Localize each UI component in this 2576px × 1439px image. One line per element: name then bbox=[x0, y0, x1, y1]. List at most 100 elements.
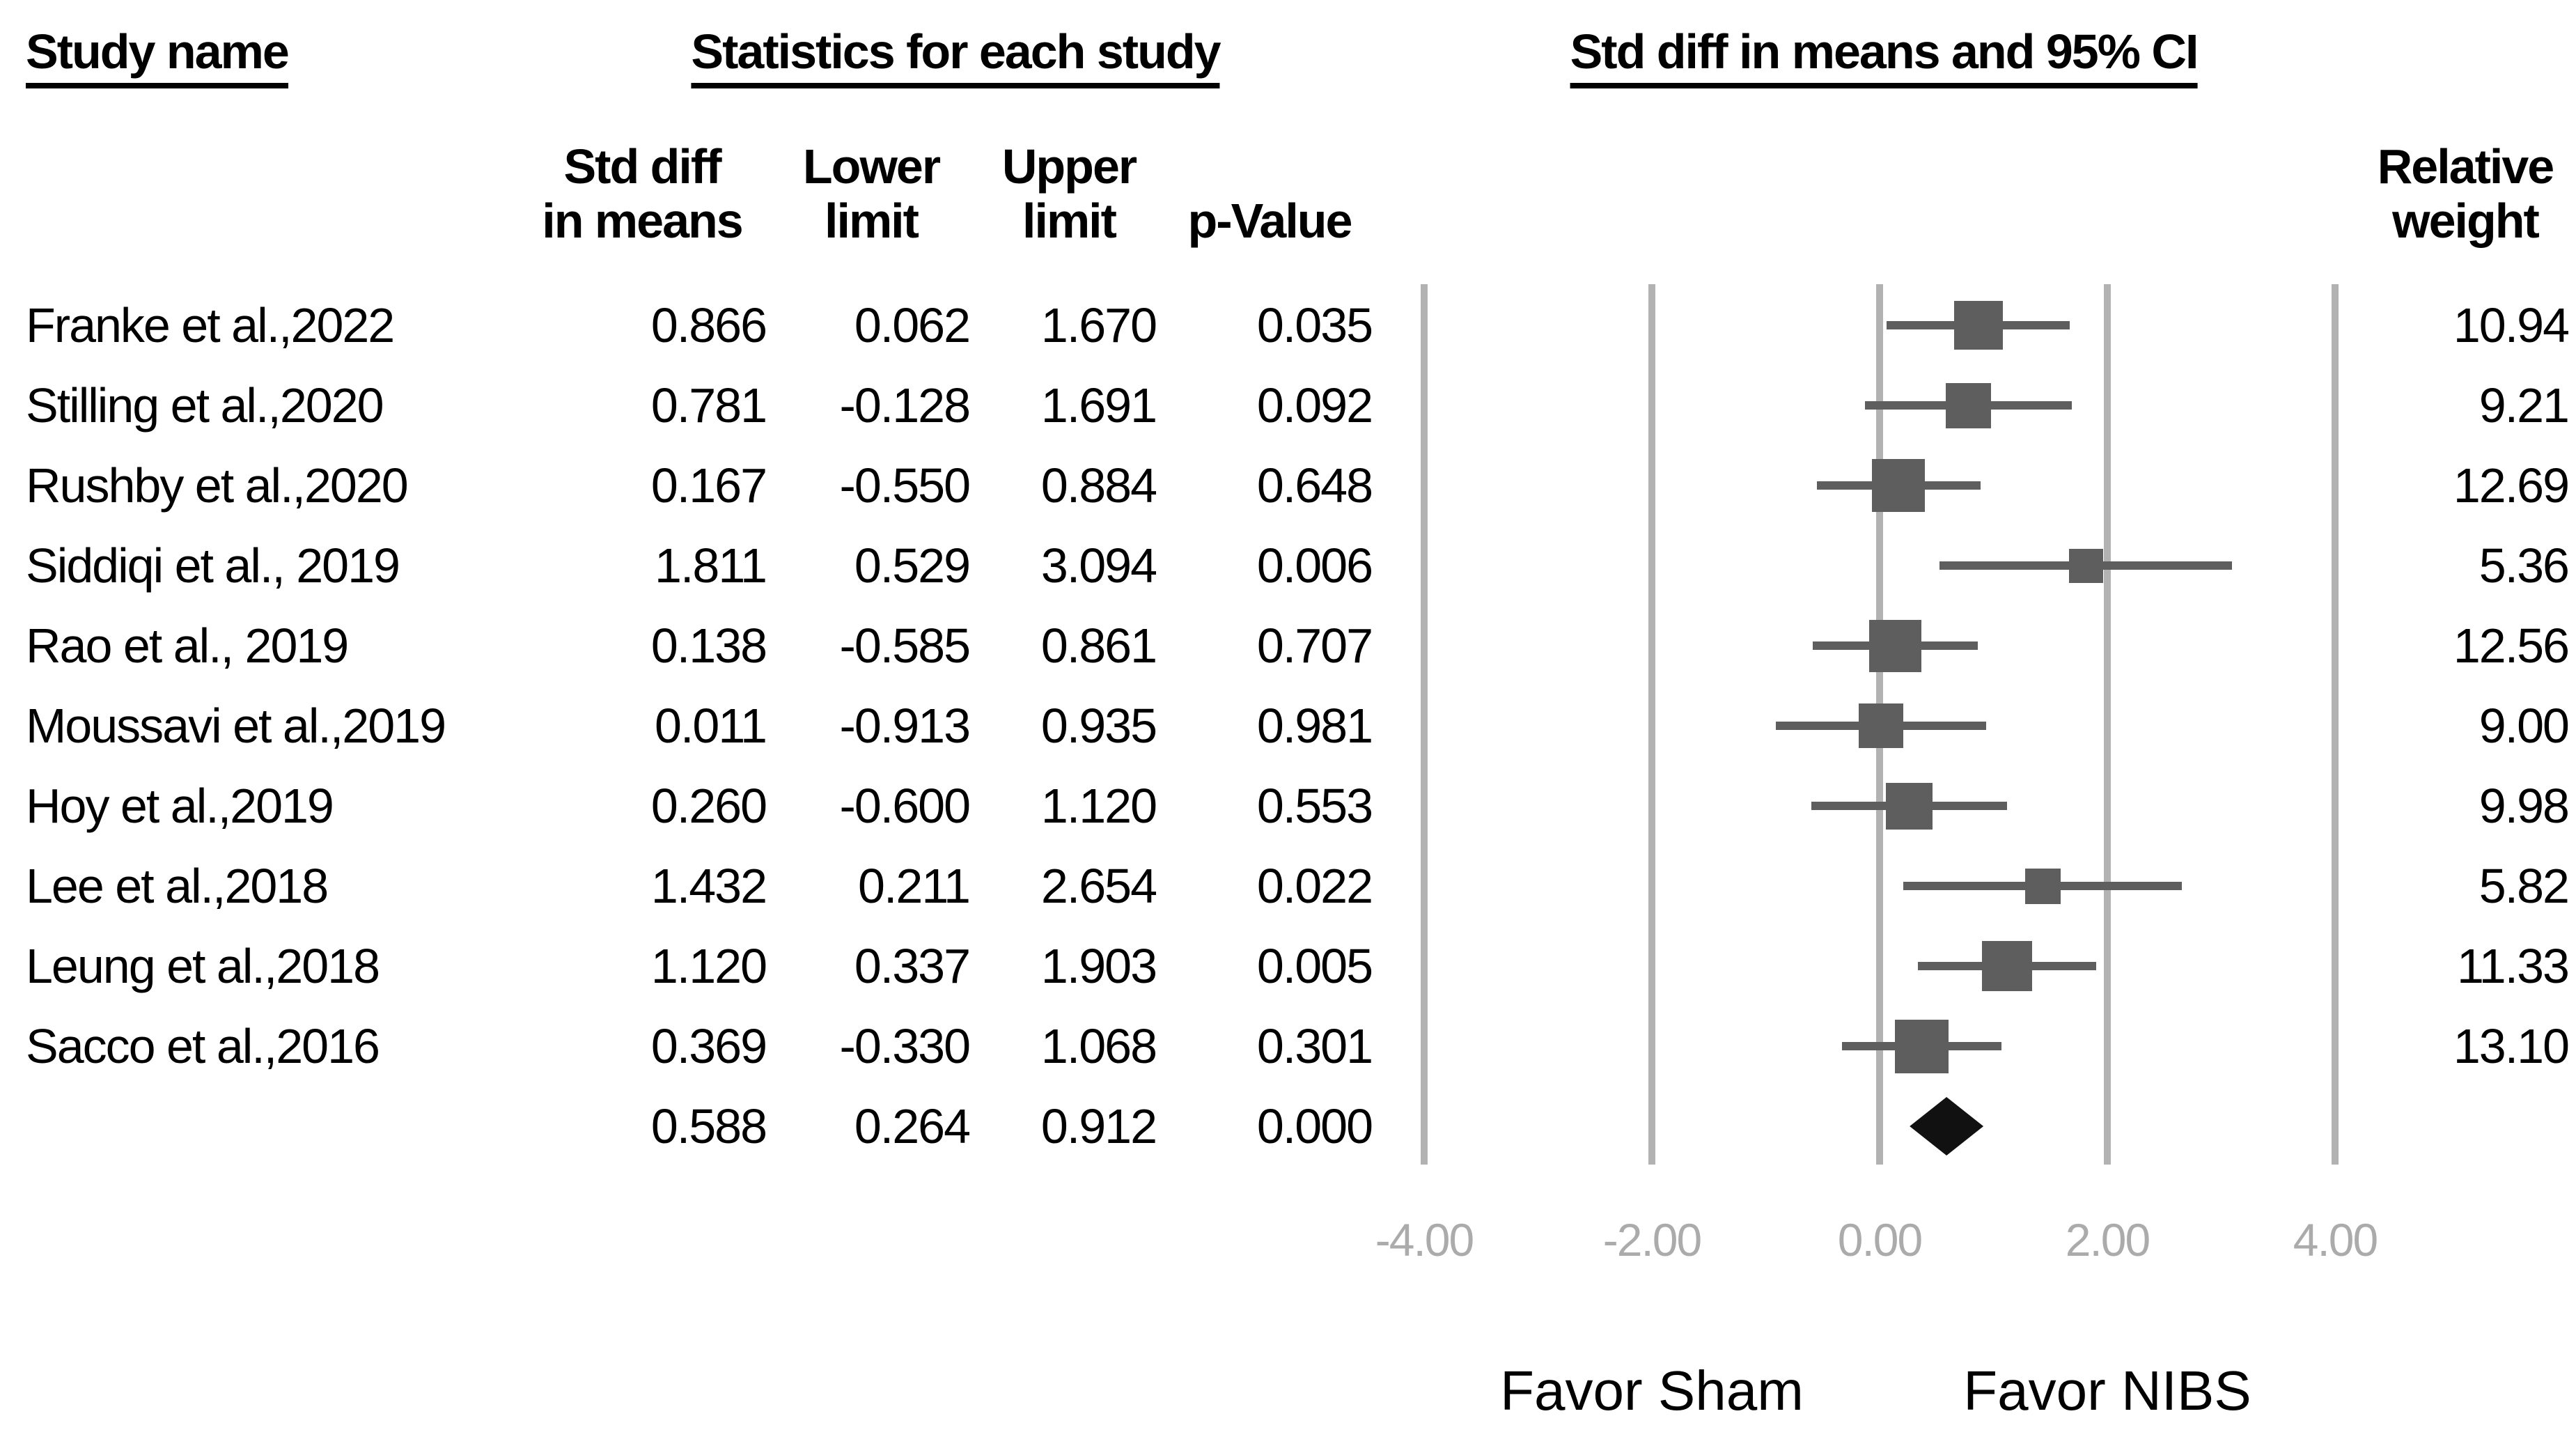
column-header-line: Std diff bbox=[563, 139, 721, 194]
effect-square bbox=[1894, 1019, 1949, 1073]
study-name-cell: Franke et al.,2022 bbox=[26, 297, 395, 352]
upper-limit-cell: 1.068 bbox=[1040, 1018, 1157, 1073]
std-diff-cell: 0.167 bbox=[650, 458, 767, 513]
lower-limit-cell: -0.128 bbox=[839, 378, 971, 433]
upper-limit-cell: 1.120 bbox=[1040, 778, 1157, 833]
effect-size-header: Std diff in means and 95% CI bbox=[1570, 26, 2199, 88]
study-name-cell: Leung et al.,2018 bbox=[26, 938, 380, 993]
relative-weight-cell: 5.82 bbox=[2479, 858, 2570, 913]
upper-limit-cell: 3.094 bbox=[1040, 538, 1157, 593]
std-diff-cell: 0.588 bbox=[650, 1098, 767, 1153]
p-value-cell: 0.092 bbox=[1256, 378, 1373, 433]
effect-square bbox=[1946, 382, 1992, 428]
summary-diamond bbox=[1910, 1097, 1984, 1156]
effect-square bbox=[1858, 703, 1903, 748]
gridline bbox=[2332, 284, 2339, 1165]
axis-tick-label: 4.00 bbox=[2293, 1214, 2378, 1266]
axis-tick-label: 2.00 bbox=[2065, 1214, 2150, 1266]
lower-limit-cell: 0.062 bbox=[854, 297, 971, 352]
effect-square bbox=[1869, 619, 1922, 672]
relative-weight-cell: 5.36 bbox=[2479, 538, 2570, 593]
column-header-line: in means bbox=[542, 194, 743, 248]
std-diff-cell: 0.138 bbox=[650, 618, 767, 673]
lower-limit-cell: 0.529 bbox=[854, 538, 971, 593]
column-header-p-value: p-Value bbox=[1165, 137, 1374, 248]
lower-limit-cell: 0.337 bbox=[854, 938, 971, 993]
effect-square bbox=[1953, 301, 2003, 350]
std-diff-cell: 0.260 bbox=[650, 778, 767, 833]
study-name-cell: Stilling et al.,2020 bbox=[26, 378, 384, 433]
study-name-header: Study name bbox=[26, 26, 290, 88]
p-value-cell: 0.553 bbox=[1256, 778, 1373, 833]
relative-weight-cell: 9.98 bbox=[2479, 778, 2570, 833]
std-diff-cell: 0.781 bbox=[650, 378, 767, 433]
lower-limit-cell: -0.913 bbox=[839, 698, 971, 753]
upper-limit-cell: 0.935 bbox=[1040, 698, 1157, 753]
std-diff-cell: 1.811 bbox=[655, 538, 767, 593]
relative-weight-cell: 12.56 bbox=[2453, 618, 2570, 673]
p-value-cell: 0.981 bbox=[1256, 698, 1373, 753]
p-value-cell: 0.005 bbox=[1256, 938, 1373, 993]
favor-sham-label: Favor Sham bbox=[1500, 1360, 1804, 1422]
p-value-cell: 0.707 bbox=[1256, 618, 1373, 673]
relative-weight-cell: 10.94 bbox=[2453, 297, 2570, 352]
effect-square bbox=[2068, 548, 2103, 583]
std-diff-cell: 0.866 bbox=[650, 297, 767, 352]
p-value-cell: 0.035 bbox=[1256, 297, 1373, 352]
p-value-cell: 0.000 bbox=[1256, 1098, 1373, 1153]
p-value-cell: 0.006 bbox=[1256, 538, 1373, 593]
column-header-std-diff: Std diff in means bbox=[517, 137, 767, 248]
column-header-relative-weight: Relative weight bbox=[2361, 137, 2570, 248]
gridline bbox=[1421, 284, 1428, 1165]
std-diff-cell: 1.120 bbox=[650, 938, 767, 993]
relative-weight-cell: 9.00 bbox=[2479, 698, 2570, 753]
upper-limit-cell: 1.903 bbox=[1040, 938, 1157, 993]
upper-limit-cell: 0.861 bbox=[1040, 618, 1157, 673]
lower-limit-cell: -0.330 bbox=[839, 1018, 971, 1073]
column-header-line: Lower bbox=[802, 139, 941, 194]
std-diff-cell: 0.369 bbox=[650, 1018, 767, 1073]
column-header-line: p-Value bbox=[1187, 194, 1353, 248]
p-value-cell: 0.301 bbox=[1256, 1018, 1373, 1073]
column-header-line: limit bbox=[1022, 194, 1117, 248]
column-header-line: weight bbox=[2392, 194, 2540, 248]
lower-limit-cell: -0.600 bbox=[839, 778, 971, 833]
upper-limit-cell: 2.654 bbox=[1040, 858, 1157, 913]
relative-weight-cell: 11.33 bbox=[2457, 938, 2570, 993]
upper-limit-cell: 0.912 bbox=[1040, 1098, 1157, 1153]
axis-tick-label: -4.00 bbox=[1375, 1214, 1474, 1266]
column-header-line: Upper bbox=[1001, 139, 1137, 194]
favor-nibs-label: Favor NIBS bbox=[1963, 1360, 2251, 1422]
lower-limit-cell: -0.550 bbox=[839, 458, 971, 513]
relative-weight-cell: 13.10 bbox=[2453, 1018, 2570, 1073]
column-header-upper-limit: Upper limit bbox=[965, 137, 1173, 248]
column-header-lower-limit: Lower limit bbox=[767, 137, 976, 248]
effect-square bbox=[2024, 868, 2061, 904]
column-header-line: Relative bbox=[2377, 139, 2554, 194]
upper-limit-cell: 1.691 bbox=[1040, 378, 1157, 433]
axis-tick-label: -2.00 bbox=[1602, 1214, 1702, 1266]
study-name-cell: Hoy et al.,2019 bbox=[26, 778, 334, 833]
relative-weight-cell: 12.69 bbox=[2453, 458, 2570, 513]
study-name-cell: Sacco et al.,2016 bbox=[26, 1018, 380, 1073]
study-name-cell: Moussavi et al.,2019 bbox=[26, 698, 446, 753]
column-header-line: limit bbox=[825, 194, 919, 248]
axis-tick-label: 0.00 bbox=[1837, 1214, 1923, 1266]
study-name-cell: Rushby et al.,2020 bbox=[26, 458, 409, 513]
gridline bbox=[2104, 284, 2111, 1165]
p-value-cell: 0.022 bbox=[1256, 858, 1373, 913]
relative-weight-cell: 9.21 bbox=[2479, 378, 2570, 433]
std-diff-cell: 1.432 bbox=[650, 858, 767, 913]
effect-square bbox=[1982, 941, 2033, 991]
p-value-cell: 0.648 bbox=[1256, 458, 1373, 513]
std-diff-cell: 0.011 bbox=[655, 698, 767, 753]
study-name-cell: Lee et al.,2018 bbox=[26, 858, 329, 913]
lower-limit-cell: 0.264 bbox=[854, 1098, 971, 1153]
statistics-header: Statistics for each study bbox=[691, 26, 1221, 88]
study-name-cell: Rao et al., 2019 bbox=[26, 618, 349, 673]
lower-limit-cell: 0.211 bbox=[858, 858, 971, 913]
upper-limit-cell: 1.670 bbox=[1040, 297, 1157, 352]
upper-limit-cell: 0.884 bbox=[1040, 458, 1157, 513]
effect-square bbox=[1872, 459, 1926, 512]
